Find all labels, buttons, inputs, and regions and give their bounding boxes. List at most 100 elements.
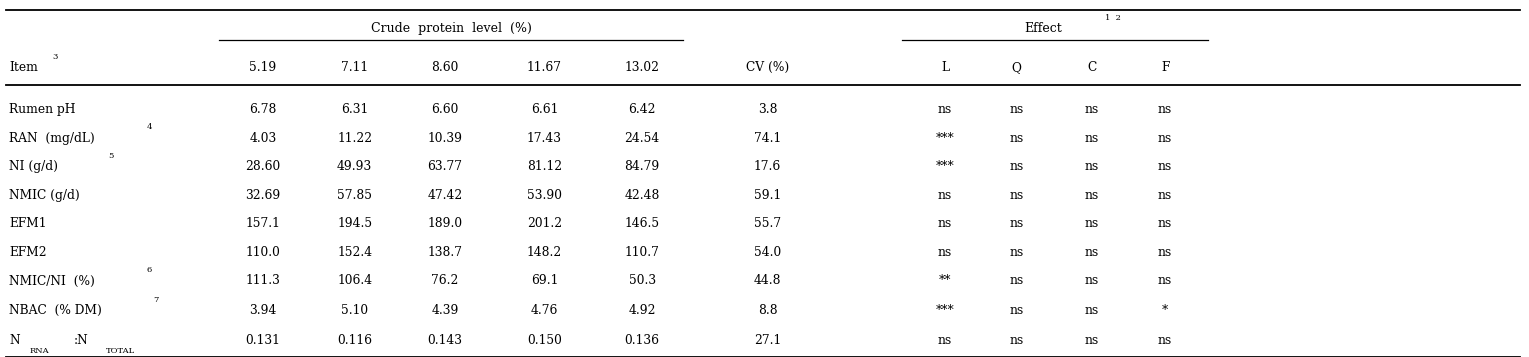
Text: NMIC/NI  (%): NMIC/NI (%) [9,275,95,287]
Text: 11.67: 11.67 [528,61,561,74]
Text: 6.60: 6.60 [431,103,459,116]
Text: ns: ns [1009,132,1024,145]
Text: 55.7: 55.7 [754,217,781,230]
Text: N: N [9,335,20,347]
Text: ns: ns [1009,189,1024,202]
Text: 0.131: 0.131 [246,335,280,347]
Text: Crude  protein  level  (%): Crude protein level (%) [370,22,532,35]
Text: 4.03: 4.03 [249,132,277,145]
Text: ns: ns [1009,103,1024,116]
Text: 44.8: 44.8 [754,275,781,287]
Text: Item: Item [9,61,38,74]
Text: 0.116: 0.116 [338,335,372,347]
Text: EFM1: EFM1 [9,217,47,230]
Text: ***: *** [936,304,954,317]
Text: ns: ns [1084,189,1099,202]
Text: ns: ns [1157,275,1173,287]
Text: 6.78: 6.78 [249,103,277,116]
Text: 6.61: 6.61 [531,103,558,116]
Text: 10.39: 10.39 [428,132,462,145]
Text: 57.85: 57.85 [338,189,372,202]
Text: 6.31: 6.31 [341,103,368,116]
Text: ns: ns [1009,246,1024,259]
Text: RAN  (mg/dL): RAN (mg/dL) [9,132,95,145]
Text: 76.2: 76.2 [431,275,459,287]
Text: TOTAL: TOTAL [106,347,135,355]
Text: ns: ns [1084,132,1099,145]
Text: 74.1: 74.1 [754,132,781,145]
Text: ns: ns [1084,304,1099,317]
Text: ***: *** [936,132,954,145]
Text: Q: Q [1012,61,1021,74]
Text: ns: ns [1009,304,1024,317]
Text: Effect: Effect [1024,22,1061,35]
Text: RNA: RNA [29,347,49,355]
Text: 81.12: 81.12 [528,160,561,173]
Text: 17.6: 17.6 [754,160,781,173]
Text: ns: ns [1084,103,1099,116]
Text: 42.48: 42.48 [624,189,661,202]
Text: ns: ns [1084,275,1099,287]
Text: ns: ns [1157,246,1173,259]
Text: 24.54: 24.54 [624,132,661,145]
Text: 111.3: 111.3 [246,275,280,287]
Text: ns: ns [1157,160,1173,173]
Text: 47.42: 47.42 [427,189,463,202]
Text: ns: ns [1009,217,1024,230]
Text: 3.94: 3.94 [249,304,277,317]
Text: 63.77: 63.77 [428,160,462,173]
Text: ns: ns [1009,275,1024,287]
Text: 4.39: 4.39 [431,304,459,317]
Text: EFM2: EFM2 [9,246,47,259]
Text: F: F [1161,61,1170,74]
Text: Rumen pH: Rumen pH [9,103,75,116]
Text: 13.02: 13.02 [625,61,659,74]
Text: ns: ns [1084,335,1099,347]
Text: 7.11: 7.11 [341,61,368,74]
Text: 8.8: 8.8 [758,304,777,317]
Text: 194.5: 194.5 [338,217,372,230]
Text: 53.90: 53.90 [528,189,561,202]
Text: ns: ns [937,335,953,347]
Text: 54.0: 54.0 [754,246,781,259]
Text: 110.7: 110.7 [625,246,659,259]
Text: ns: ns [1009,160,1024,173]
Text: ns: ns [1157,217,1173,230]
Text: CV (%): CV (%) [746,61,789,74]
Text: 189.0: 189.0 [428,217,462,230]
Text: 0.143: 0.143 [428,335,462,347]
Text: 5.10: 5.10 [341,304,368,317]
Text: ns: ns [1084,217,1099,230]
Text: 4: 4 [147,124,153,131]
Text: 59.1: 59.1 [754,189,781,202]
Text: 110.0: 110.0 [246,246,280,259]
Text: NMIC (g/d): NMIC (g/d) [9,189,80,202]
Text: *: * [1162,304,1168,317]
Text: 6.42: 6.42 [628,103,656,116]
Text: 6: 6 [147,266,151,274]
Text: 138.7: 138.7 [428,246,462,259]
Text: 17.43: 17.43 [528,132,561,145]
Text: ns: ns [937,103,953,116]
Text: :N: :N [73,335,89,347]
Text: ns: ns [1157,335,1173,347]
Text: NI (g/d): NI (g/d) [9,160,58,173]
Text: 3.8: 3.8 [758,103,777,116]
Text: 148.2: 148.2 [526,246,563,259]
Text: ns: ns [1084,246,1099,259]
Text: NBAC  (% DM): NBAC (% DM) [9,304,102,317]
Text: 0.150: 0.150 [528,335,561,347]
Text: 11.22: 11.22 [338,132,372,145]
Text: 201.2: 201.2 [528,217,561,230]
Text: 4.76: 4.76 [531,304,558,317]
Text: ns: ns [937,246,953,259]
Text: 8.60: 8.60 [431,61,459,74]
Text: 69.1: 69.1 [531,275,558,287]
Text: 146.5: 146.5 [625,217,659,230]
Text: 0.136: 0.136 [625,335,659,347]
Text: 3: 3 [52,53,58,61]
Text: 50.3: 50.3 [628,275,656,287]
Text: L: L [940,61,950,74]
Text: 1  2: 1 2 [1105,14,1121,22]
Text: ns: ns [1084,160,1099,173]
